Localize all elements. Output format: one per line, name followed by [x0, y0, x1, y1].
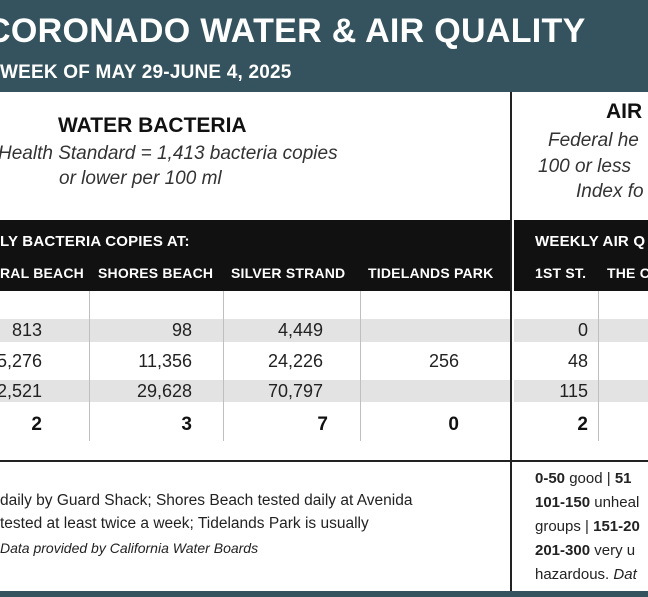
column-divider — [360, 291, 361, 441]
water-standard-line2: or lower per 100 ml — [59, 168, 222, 189]
air-bar-label: WEEKLY AIR Q — [535, 233, 646, 250]
water-count: 2 — [31, 414, 42, 435]
header-banner — [0, 0, 648, 92]
water-cell: 256 — [428, 351, 459, 371]
column-divider — [223, 291, 224, 441]
air-cell: 115 — [559, 381, 588, 401]
water-cell: 2,521 — [0, 381, 42, 401]
air-cell: 48 — [567, 351, 588, 371]
water-cell: 98 — [171, 320, 192, 340]
water-count: 7 — [317, 414, 328, 435]
aqi-legend-line4: 201-300 very u — [535, 542, 636, 559]
water-count: 3 — [181, 414, 192, 435]
section-divider — [510, 92, 512, 591]
air-heading: AIR — [606, 100, 643, 123]
water-cell: 4,449 — [277, 320, 323, 340]
water-count: 0 — [448, 414, 459, 435]
aqi-legend-line5: hazardous. Dat — [535, 566, 637, 583]
air-cell: 0 — [577, 320, 588, 340]
water-col-header: SHORES BEACH — [98, 265, 214, 281]
water-cell: 813 — [11, 320, 42, 340]
water-cell: 70,797 — [267, 381, 323, 401]
air-col-header: THE C — [607, 265, 648, 281]
page-subtitle: WEEK OF MAY 29-JUNE 4, 2025 — [0, 62, 292, 83]
air-standard-line2: 100 or less — [538, 156, 631, 177]
water-col-header: SILVER STRAND — [231, 265, 346, 281]
water-cell: 5,276 — [0, 351, 42, 371]
row-shade — [514, 380, 648, 402]
aqi-legend-line1: 0-50 good | 51 — [535, 470, 632, 487]
water-cell: 24,226 — [267, 351, 323, 371]
column-divider — [598, 291, 599, 441]
aqi-legend-line3: groups | 151-20 — [535, 518, 640, 535]
air-count: 2 — [577, 414, 588, 435]
air-standard-line3: Index fo — [576, 181, 644, 202]
water-footnote-line2: tested at least twice a week; Tidelands … — [0, 515, 369, 532]
air-standard-line1: Federal he — [548, 130, 639, 151]
water-cell: 29,628 — [136, 381, 192, 401]
water-cell: 11,356 — [138, 351, 192, 371]
water-standard-line1: Health Standard = 1,413 bacteria copies — [0, 143, 338, 164]
row-shade — [0, 319, 510, 342]
water-footnote-line1: daily by Guard Shack; Shores Beach teste… — [0, 492, 413, 509]
water-col-header: TIDELANDS PARK — [368, 265, 494, 281]
water-bar-label: LY BACTERIA COPIES AT: — [0, 233, 190, 250]
water-table-header — [0, 220, 510, 291]
air-col-header: 1ST ST. — [535, 265, 587, 281]
table-bottom-rule — [0, 460, 648, 462]
air-table-header — [514, 220, 648, 291]
water-col-header: RAL BEACH — [0, 265, 84, 281]
water-heading: WATER BACTERIA — [58, 114, 247, 137]
footer-band — [0, 591, 648, 597]
water-footnote-source: Data provided by California Water Boards — [0, 540, 259, 556]
row-shade — [0, 380, 510, 402]
aqi-legend-line2: 101-150 unheal — [535, 494, 640, 511]
page-title: CORONADO WATER & AIR QUALITY — [0, 12, 586, 50]
column-divider — [89, 291, 90, 441]
row-shade — [514, 319, 648, 342]
